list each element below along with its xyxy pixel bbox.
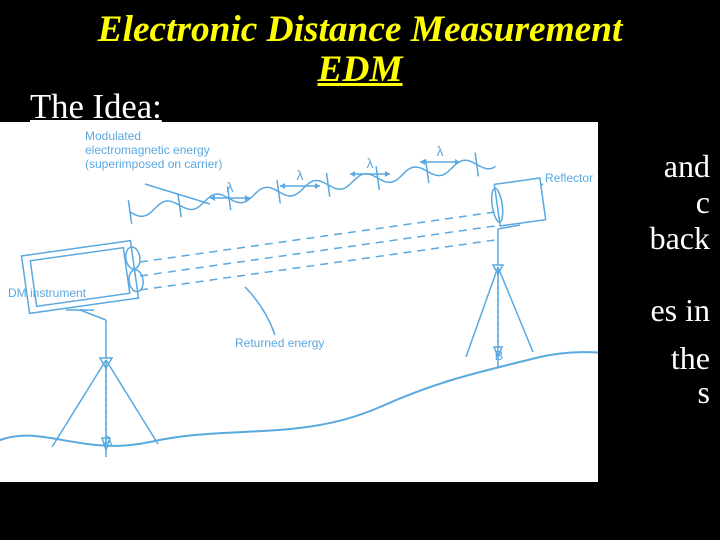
slide-title-line1: Electronic Distance Measurement <box>0 8 720 51</box>
body-frag-1: c <box>696 184 710 221</box>
body-frag-3: es in <box>650 292 710 329</box>
body-frag-2: back <box>650 220 710 257</box>
slide-root: Electronic Distance Measurement EDM The … <box>0 0 720 540</box>
svg-text:Returned energy: Returned energy <box>235 336 324 350</box>
edm-diagram: Modulatedelectromagnetic energy(superimp… <box>0 122 598 482</box>
slide-title-line2: EDM <box>0 48 720 91</box>
svg-text:λ: λ <box>227 179 234 195</box>
edm-diagram-svg: Modulatedelectromagnetic energy(superimp… <box>0 122 598 482</box>
svg-text:Modulated: Modulated <box>85 129 141 143</box>
body-frag-4: the <box>671 340 710 377</box>
svg-text:λ: λ <box>437 143 444 159</box>
svg-text:Reflector: Reflector <box>545 171 593 185</box>
svg-text:(superimposed on carrier): (superimposed on carrier) <box>85 157 222 171</box>
svg-text:λ: λ <box>297 167 304 183</box>
svg-text:electromagnetic energy: electromagnetic energy <box>85 143 210 157</box>
svg-text:DM instrument: DM instrument <box>8 286 87 300</box>
body-frag-5: s <box>698 374 710 411</box>
svg-text:A: A <box>104 433 113 448</box>
subheading-text: The Idea: <box>30 88 162 126</box>
svg-text:λ: λ <box>367 155 374 171</box>
svg-text:B: B <box>495 348 504 363</box>
body-frag-0: and <box>664 148 710 185</box>
